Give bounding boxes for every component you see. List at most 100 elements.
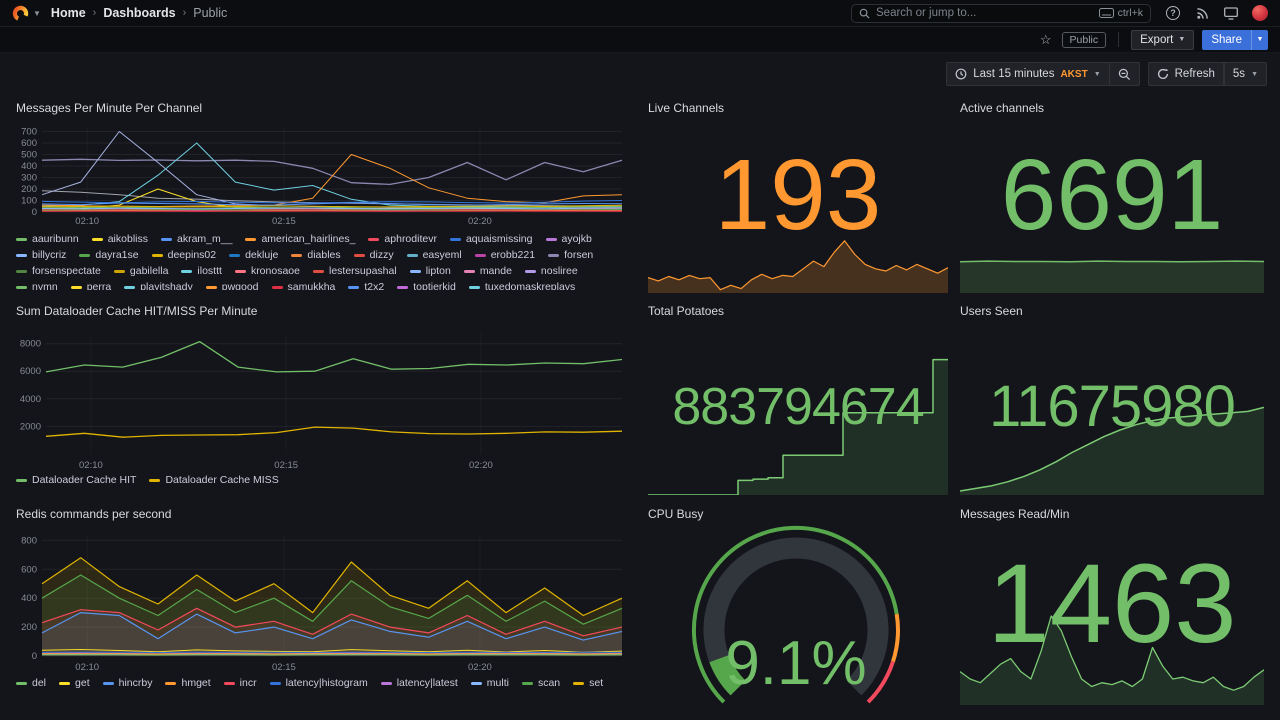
- svg-text:4000: 4000: [20, 394, 41, 405]
- export-button[interactable]: Export ▼: [1131, 29, 1195, 50]
- legend-item[interactable]: forsen: [548, 249, 593, 263]
- zoom-out-button[interactable]: [1108, 62, 1140, 86]
- timeseries-chart-redis[interactable]: 0 200 400 600 800 02:10 02:15 02:20: [16, 528, 628, 674]
- stat-active-channels: 6691: [1000, 139, 1224, 251]
- legend-item[interactable]: aauribunn: [16, 233, 79, 247]
- legend-item[interactable]: erobb221: [474, 249, 535, 263]
- legend-item[interactable]: get: [59, 677, 90, 691]
- legend-item[interactable]: deepins02: [151, 249, 216, 263]
- legend-item[interactable]: gabilella: [113, 265, 168, 279]
- panel-title-total-potatoes[interactable]: Total Potatoes: [648, 304, 725, 318]
- search-input[interactable]: [876, 7, 1099, 19]
- legend-item[interactable]: ilosttt: [181, 265, 222, 279]
- sparkline-messages-read: [960, 615, 1264, 705]
- panel-title-cpu-busy[interactable]: CPU Busy: [648, 507, 704, 521]
- svg-text:500: 500: [21, 150, 37, 161]
- legend-item[interactable]: aphroditevr: [368, 233, 437, 247]
- breadcrumb-dashboards[interactable]: Dashboards: [103, 6, 176, 20]
- breadcrumb-home[interactable]: Home: [50, 6, 86, 20]
- legend-item[interactable]: aquaismissing: [449, 233, 533, 247]
- timeseries-chart-dataloader[interactable]: 2000 4000 6000 8000 02:10 02:15 02:20: [16, 326, 628, 472]
- svg-text:800: 800: [21, 535, 37, 546]
- legend-item[interactable]: incr: [223, 677, 257, 691]
- grafana-logo[interactable]: [12, 5, 29, 22]
- svg-text:6000: 6000: [20, 366, 41, 377]
- stat-total-potatoes: 883794674: [672, 378, 924, 436]
- legend-item[interactable]: hincrby: [102, 677, 152, 691]
- legend-item[interactable]: lipton: [409, 265, 451, 279]
- legend-item[interactable]: t2x2: [348, 281, 384, 290]
- zoom-out-icon: [1118, 68, 1130, 80]
- panel-title-dataloader[interactable]: Sum Dataloader Cache HIT/MISS Per Minute: [16, 304, 258, 318]
- sparkline-users-seen: [960, 406, 1264, 495]
- legend-item[interactable]: hmget: [165, 677, 211, 691]
- monitor-icon[interactable]: [1223, 5, 1239, 21]
- legend-item[interactable]: akram_m__: [161, 233, 232, 247]
- legend-item[interactable]: Dataloader Cache MISS: [149, 474, 279, 488]
- legend-item[interactable]: set: [573, 677, 603, 691]
- legend-item[interactable]: kronosaoe: [234, 265, 300, 279]
- breadcrumb-current: Public: [193, 6, 228, 20]
- chevron-down-icon: ▼: [1251, 70, 1258, 78]
- help-icon[interactable]: ?: [1165, 5, 1181, 21]
- svg-text:02:15: 02:15: [272, 662, 296, 673]
- legend-item[interactable]: toptierkid: [397, 281, 456, 290]
- legend-item[interactable]: samukkha: [271, 281, 335, 290]
- legend-item[interactable]: del: [16, 677, 46, 691]
- legend-item[interactable]: dekluje: [229, 249, 278, 263]
- legend-item[interactable]: scan: [521, 677, 560, 691]
- svg-text:600: 600: [21, 564, 37, 575]
- legend-item[interactable]: nosliree: [524, 265, 578, 279]
- legend-item[interactable]: forsenspectate: [16, 265, 101, 279]
- legend-item[interactable]: latency|latest: [380, 677, 458, 691]
- legend-item[interactable]: billycriz: [16, 249, 66, 263]
- svg-text:400: 400: [21, 161, 37, 172]
- time-range-picker[interactable]: Last 15 minutes AKST ▼: [946, 62, 1110, 86]
- legend-item[interactable]: dayra1se: [79, 249, 139, 263]
- refresh-interval-select[interactable]: 5s ▼: [1223, 62, 1267, 86]
- legend-item[interactable]: diables: [291, 249, 341, 263]
- legend-item[interactable]: perra: [70, 281, 111, 290]
- legend-item[interactable]: nymn: [16, 281, 58, 290]
- user-avatar[interactable]: [1252, 5, 1268, 21]
- legend-item[interactable]: dizzy: [353, 249, 394, 263]
- gauge-cpu-busy: 9.1%: [692, 525, 900, 704]
- svg-text:300: 300: [21, 173, 37, 184]
- sparkline-live-channels: [648, 240, 948, 293]
- star-icon[interactable]: ☆: [1039, 31, 1052, 47]
- chevron-down-icon[interactable]: ▼: [33, 8, 41, 18]
- svg-text:02:10: 02:10: [75, 662, 99, 673]
- legend-item[interactable]: multi: [470, 677, 509, 691]
- svg-text:9.1%: 9.1%: [725, 629, 866, 698]
- legend-item[interactable]: easyeml: [406, 249, 462, 263]
- svg-text:8000: 8000: [20, 339, 41, 350]
- news-rss-icon[interactable]: [1194, 5, 1210, 21]
- sparkline-active-channels: [960, 260, 1264, 293]
- panel-title-live-channels[interactable]: Live Channels: [648, 101, 725, 115]
- legend-item[interactable]: pwgood: [205, 281, 259, 290]
- legend-item[interactable]: ayojkb: [545, 233, 592, 247]
- panel-title-users-seen[interactable]: Users Seen: [960, 304, 1023, 318]
- refresh-button[interactable]: Refresh: [1147, 62, 1224, 86]
- svg-text:100: 100: [21, 196, 37, 207]
- svg-text:0: 0: [32, 207, 37, 218]
- legend-item[interactable]: tuxedomaskreplays: [468, 281, 575, 290]
- panel-title-redis[interactable]: Redis commands per second: [16, 507, 172, 521]
- share-dropdown[interactable]: ▼: [1251, 29, 1268, 50]
- legend-item[interactable]: mande: [463, 265, 512, 279]
- search-box[interactable]: ctrl+k: [851, 3, 1151, 23]
- legend-item[interactable]: playitshady: [124, 281, 193, 290]
- legend-item[interactable]: latency|histogram: [269, 677, 368, 691]
- panel-title-messages[interactable]: Messages Per Minute Per Channel: [16, 101, 203, 115]
- legend-item[interactable]: Dataloader Cache HIT: [16, 474, 136, 488]
- panel-title-messages-read[interactable]: Messages Read/Min: [960, 507, 1070, 521]
- legend-item[interactable]: lestersupashal: [312, 265, 397, 279]
- legend-item[interactable]: aikobliss: [91, 233, 148, 247]
- search-icon: [859, 8, 870, 19]
- panel-title-active-channels[interactable]: Active channels: [960, 101, 1045, 115]
- legend-item[interactable]: american_hairlines_: [245, 233, 355, 247]
- svg-text:2000: 2000: [20, 421, 41, 432]
- share-button[interactable]: Share ▼: [1202, 29, 1268, 50]
